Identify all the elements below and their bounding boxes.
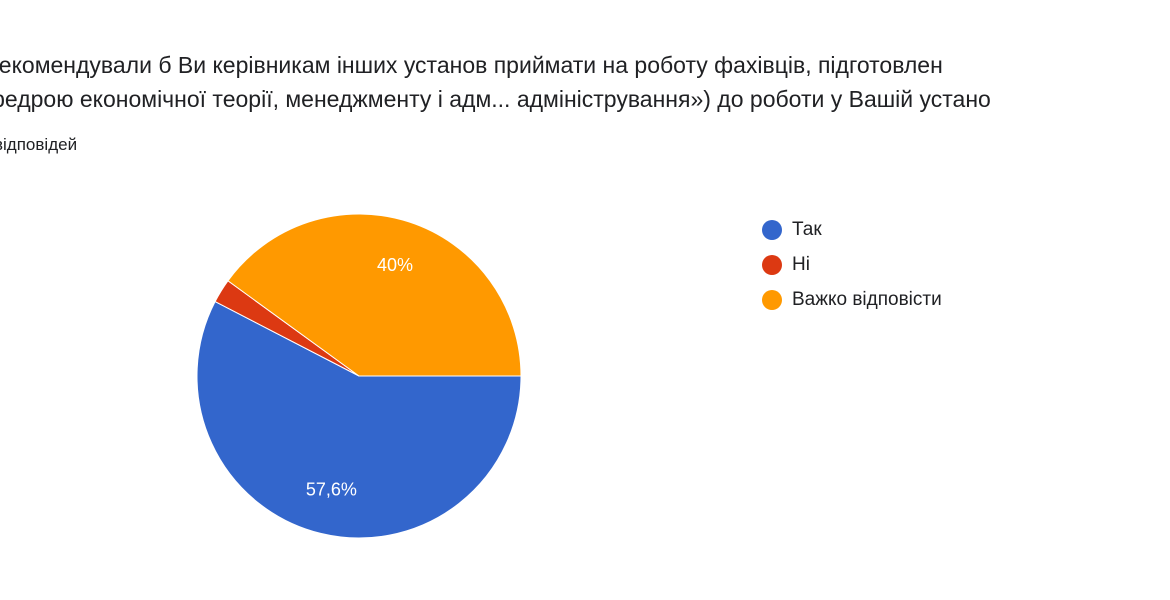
legend-swatch-tak [762, 219, 782, 240]
legend-label-vazhko: Важко відповісти [792, 288, 942, 310]
legend-item-ni[interactable]: Ні [762, 247, 942, 282]
legend-item-vazhko[interactable]: Важко відповісти [762, 282, 942, 317]
legend-label-tak: Так [792, 218, 822, 240]
legend-item-tak[interactable]: Так [762, 212, 942, 247]
question-title-line-1: рекомендували б Ви керівникам інших уста… [0, 52, 943, 78]
question-title-line-2: федрою економічної теорії, менеджменту і… [0, 86, 991, 112]
question-title: рекомендували б Ви керівникам інших уста… [0, 48, 1170, 116]
chart-legend: Так Ні Важко відповісти [762, 212, 942, 317]
slice-label-tak: 57,6% [306, 479, 357, 499]
legend-swatch-ni [762, 254, 782, 275]
response-count: відповідей [0, 135, 78, 154]
legend-label-ni: Ні [792, 253, 810, 275]
pie-slice-tak[interactable] [196, 300, 522, 539]
legend-swatch-vazhko [762, 289, 782, 310]
slice-label-vazhko: 40% [377, 255, 413, 275]
pie-slice-vazhko[interactable] [227, 213, 522, 377]
